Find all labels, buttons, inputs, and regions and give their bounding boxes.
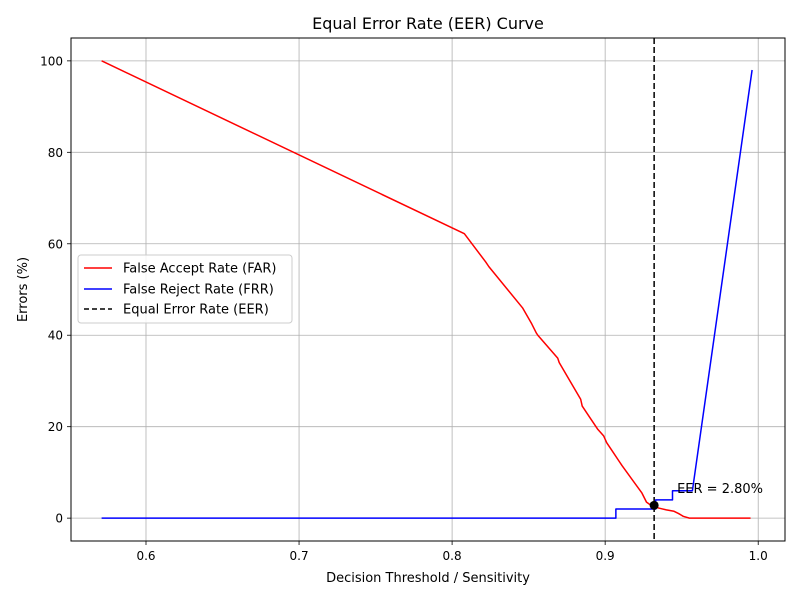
x-tick-label: 0.7 <box>290 549 309 563</box>
y-tick-label: 100 <box>40 54 63 68</box>
x-tick-label: 0.6 <box>136 549 155 563</box>
plot-frame <box>70 37 786 542</box>
chart-title: Equal Error Rate (EER) Curve <box>312 14 544 33</box>
eer-marker-layer <box>649 500 659 510</box>
far-line <box>101 60 751 519</box>
x-tick-label: 0.8 <box>443 549 462 563</box>
legend-label-eer: Equal Error Rate (EER) <box>123 303 269 318</box>
x-tick-label: 1.0 <box>749 549 768 563</box>
legend-box <box>77 254 293 324</box>
y-tick-label: 0 <box>55 512 63 526</box>
y-tick-label: 40 <box>48 329 63 343</box>
frr-line <box>101 69 753 519</box>
y-axis-title: Errors (%) <box>16 257 31 322</box>
y-tick-label: 20 <box>48 420 63 434</box>
eer-annotation: EER = 2.80% <box>677 482 763 497</box>
x-tick-label: 0.9 <box>596 549 615 563</box>
legend: False Accept Rate (FAR) False Reject Rat… <box>77 254 293 324</box>
x-axis-title: Decision Threshold / Sensitivity <box>326 571 530 586</box>
y-tick-label: 80 <box>48 146 63 160</box>
grid <box>71 38 785 541</box>
axis-ticks: 0.6 0.7 0.8 0.9 1.0 0 20 40 60 80 100 <box>40 54 768 563</box>
y-tick-label: 60 <box>48 237 63 251</box>
series-layer <box>101 60 753 519</box>
legend-label-far: False Accept Rate (FAR) <box>123 262 277 277</box>
legend-label-frr: False Reject Rate (FRR) <box>123 283 274 298</box>
eer-point-marker <box>649 500 659 510</box>
